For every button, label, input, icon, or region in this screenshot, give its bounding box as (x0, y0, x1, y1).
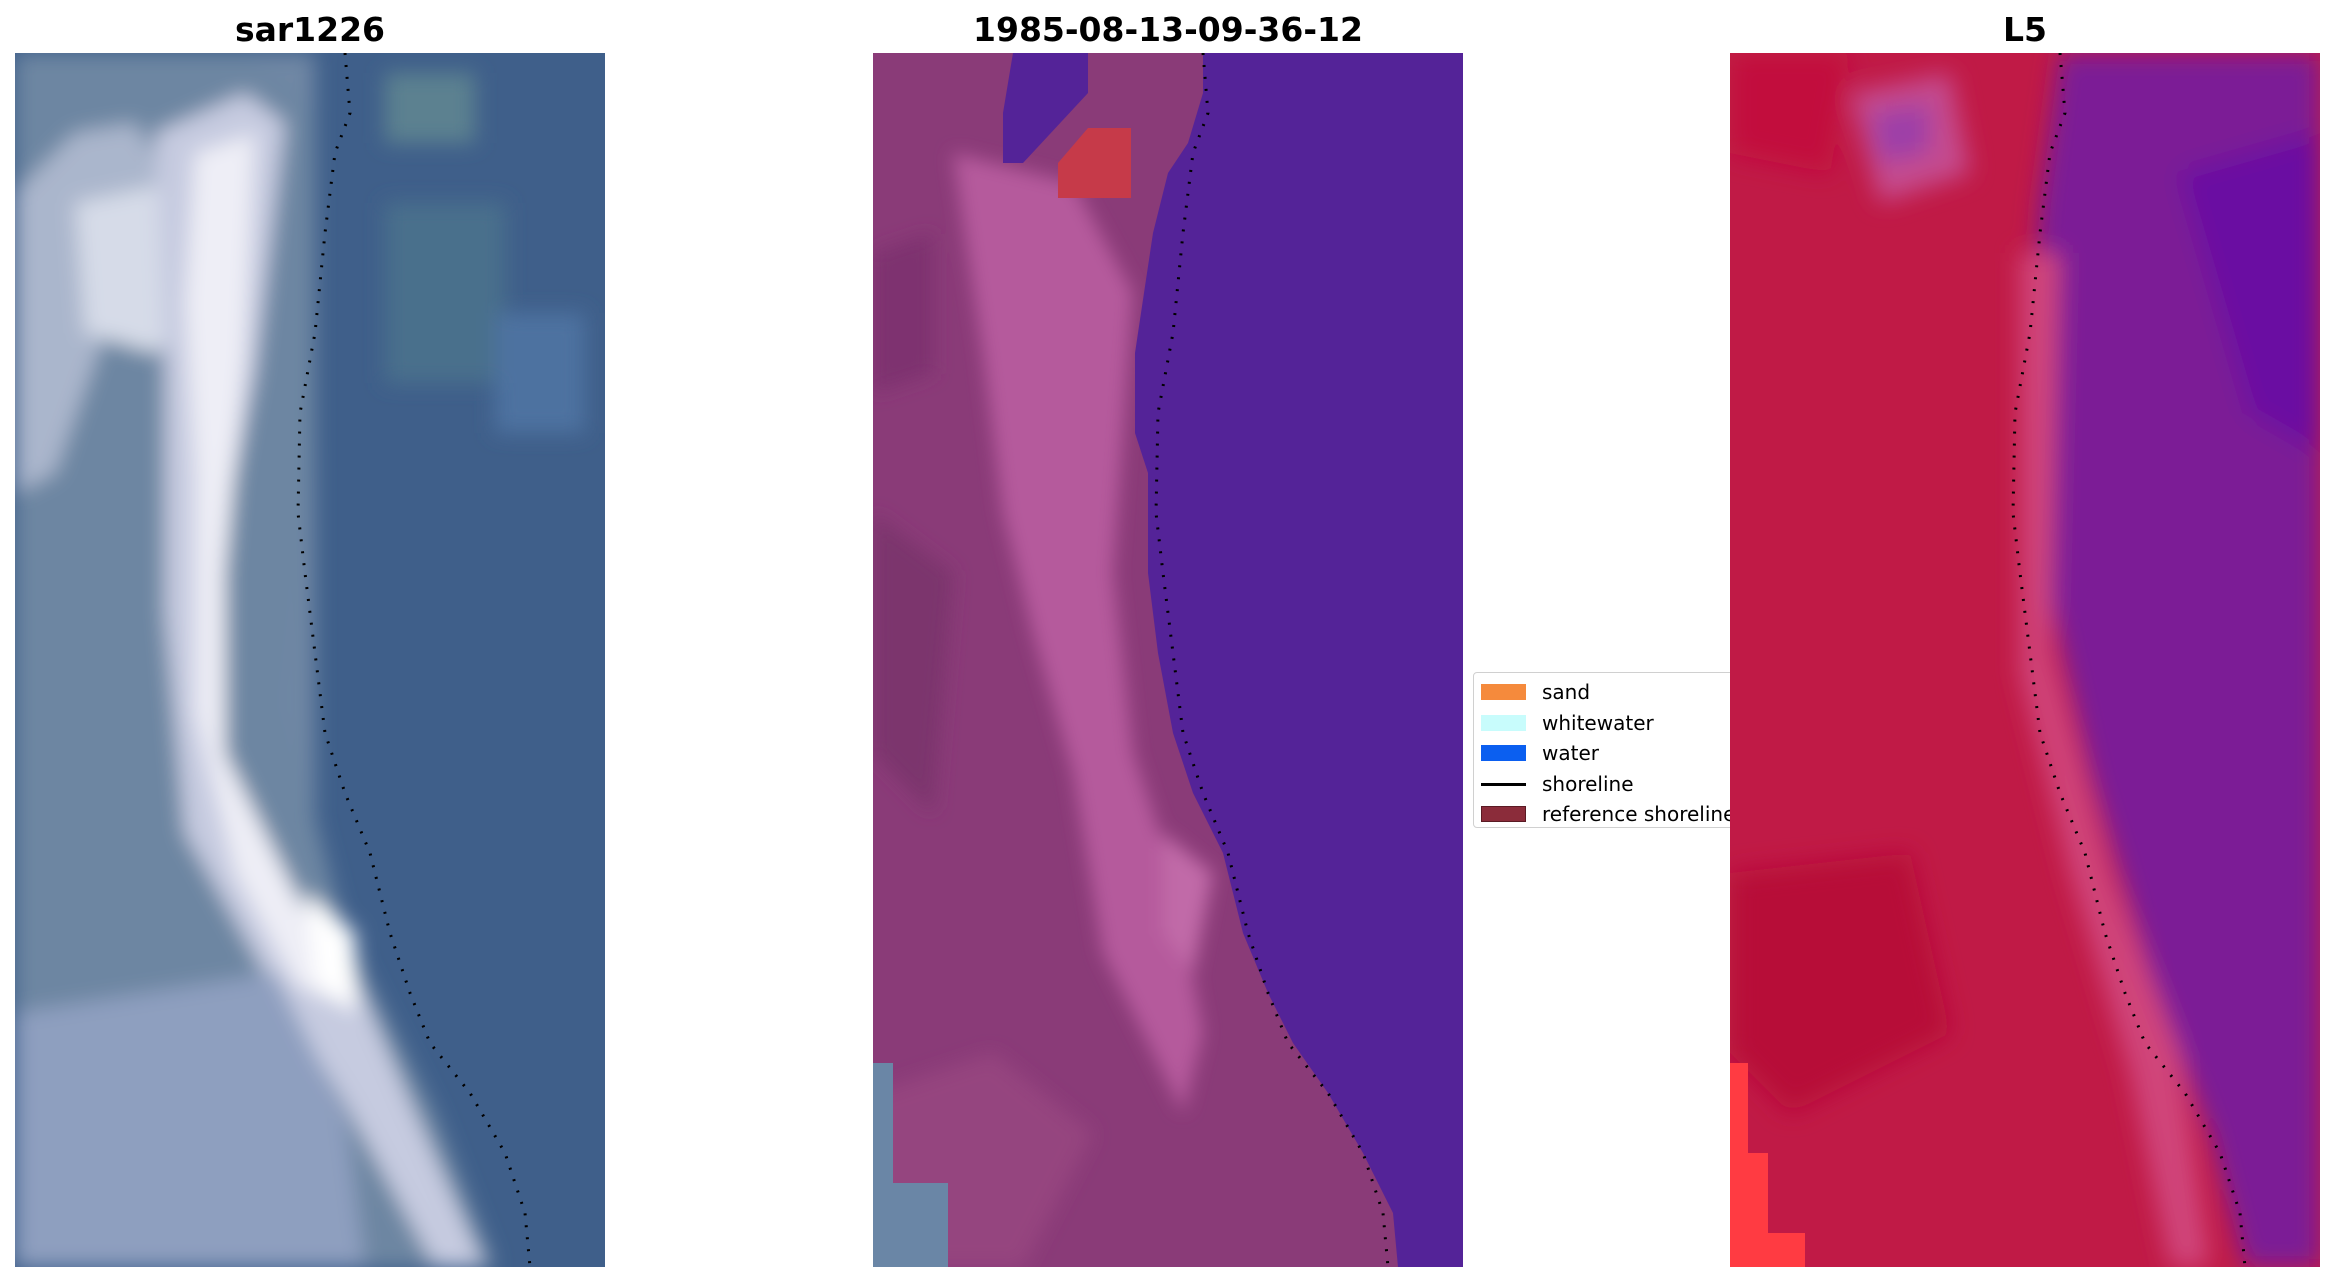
rgb-image (15, 53, 605, 1267)
rgb-image-panel (15, 53, 605, 1267)
reference-shoreline-swatch (1481, 806, 1526, 822)
water-region (1135, 53, 1463, 1267)
panel-title-classification: 1985-08-13-09-36-12 (973, 10, 1363, 49)
legend-item-water: water (1474, 737, 1734, 768)
rgb-corner (873, 1063, 948, 1267)
legend-label-reference-shoreline: reference shoreline (1542, 802, 1736, 826)
legend-item-whitewater: whitewater (1474, 707, 1734, 738)
legend-item-shoreline: shoreline (1474, 768, 1734, 799)
legend-label-shoreline: shoreline (1542, 771, 1634, 796)
classification-image (873, 53, 1463, 1267)
legend-label-water: water (1542, 741, 1599, 765)
legend-item-reference-shoreline: reference shoreline (1474, 798, 1736, 829)
legend-label-sand: sand (1542, 680, 1591, 704)
water-swatch (1481, 745, 1526, 761)
land-edge-patch (1730, 1063, 1805, 1267)
whitewater-swatch (1481, 714, 1526, 731)
legend-item-sand: sand (1474, 676, 1734, 707)
panel-title-index: L5 (2003, 10, 2047, 49)
legend: sand whitewater water shoreline referenc… (1473, 672, 1735, 828)
index-image (1730, 53, 2320, 1267)
sand-swatch (1481, 684, 1526, 700)
index-panel (1730, 53, 2320, 1267)
legend-label-whitewater: whitewater (1542, 710, 1654, 735)
reference-patch (1058, 128, 1131, 198)
shoreline-swatch (1481, 782, 1526, 786)
panel-title-rgb: sar1226 (234, 10, 386, 49)
classification-panel (873, 53, 1463, 1267)
